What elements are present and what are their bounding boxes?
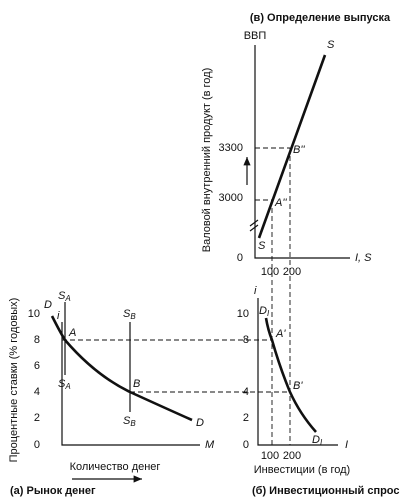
curve-label: S	[327, 39, 335, 51]
y-tick-label: 6	[34, 360, 40, 372]
y-tick-label: 8	[243, 334, 249, 346]
y-tick-label: 2	[243, 412, 249, 424]
point-label: A'	[275, 328, 286, 340]
x-title: M	[205, 439, 215, 451]
y-tick-label: 0	[34, 439, 40, 451]
y-tick-label: 2	[34, 412, 40, 424]
y-title: i	[57, 310, 60, 322]
guide-line	[255, 147, 290, 201]
supply-label: SB	[123, 415, 136, 428]
y-title: ВВП	[244, 30, 267, 42]
x-title: I	[345, 439, 348, 451]
axes	[61, 322, 200, 446]
point-label: B	[133, 378, 140, 390]
curve-label: S	[258, 240, 266, 252]
y-tick-label: 10	[28, 308, 40, 320]
y-axis-label: Процентные ставки (% годовых)	[8, 298, 20, 463]
supply-label: SA	[58, 378, 71, 391]
investment-panel: i I 10 8 4 2 0 100 200 DI DI A' B' Инвес…	[237, 285, 400, 497]
curve-label: D	[44, 299, 52, 311]
y-axis-label: Валовой внутренний продукт (в год)	[201, 68, 213, 253]
point-label: A	[68, 327, 76, 339]
curve-label: D	[196, 417, 204, 429]
x-tick-label: 200	[283, 266, 301, 278]
x-title: I, S	[355, 252, 372, 264]
x-axis-label: Инвестиции (в год)	[254, 464, 350, 476]
axes	[257, 298, 338, 446]
x-tick-label: 100	[261, 266, 279, 278]
curve-label: DI	[312, 434, 323, 447]
y-tick-label: 0	[243, 439, 249, 451]
supply-label: SA	[58, 290, 71, 303]
point-label: B''	[293, 144, 305, 156]
guide-line	[62, 339, 290, 393]
caption: (б) Инвестиционный спрос	[252, 485, 400, 497]
money-panel: i Процентные ставки (% годовых) M 10 8 6…	[8, 290, 290, 497]
supply-label: SB	[123, 308, 136, 321]
investment-demand-curve	[264, 317, 317, 433]
demand-curve	[50, 315, 193, 422]
axis-break	[249, 219, 259, 232]
x-axis-label: Количество денег	[70, 461, 161, 473]
caption: (в) Определение выпуска	[250, 12, 391, 24]
y-tick-label: 3000	[219, 192, 243, 204]
guide-line	[271, 148, 291, 445]
point-label: B'	[293, 380, 303, 392]
x-tick-label: 200	[283, 450, 301, 462]
y-tick-label: 3300	[219, 142, 243, 154]
y-tick-label: 8	[34, 334, 40, 346]
y-tick-label: 10	[237, 308, 249, 320]
y-tick-label: 0	[237, 252, 243, 264]
point-label: A''	[274, 197, 287, 209]
axes	[254, 45, 350, 259]
saving-curve	[257, 54, 327, 239]
x-tick-label: 100	[261, 450, 279, 462]
y-title: i	[254, 285, 257, 297]
output-panel: (в) Определение выпуска ВВП Валовой внут…	[201, 12, 391, 445]
y-tick-label: 4	[243, 386, 249, 398]
caption: (а) Рынок денег	[10, 485, 96, 497]
y-tick-label: 4	[34, 386, 40, 398]
curve-label: DI	[259, 305, 270, 318]
